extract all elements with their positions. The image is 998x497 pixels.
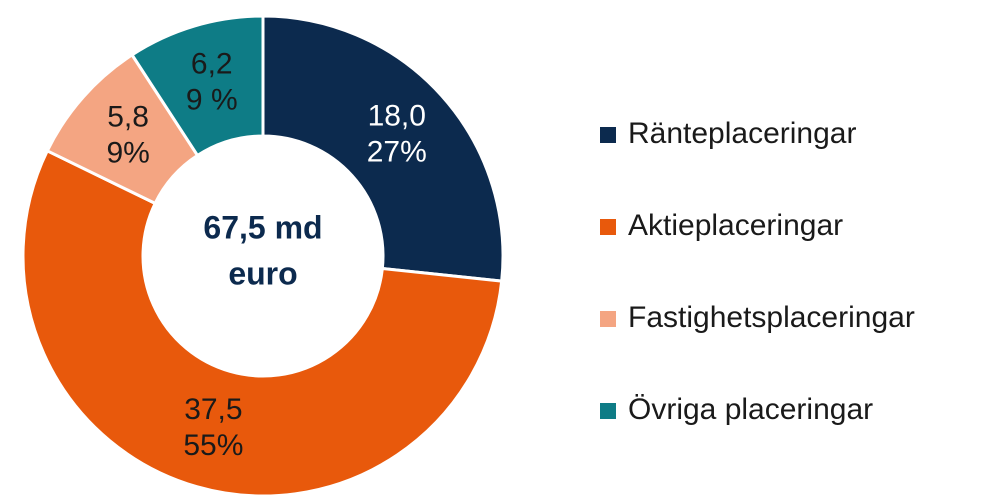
center-label: euro [228,255,297,291]
value-label: 5,8 [107,101,149,134]
legend-label: Övriga placeringar [628,393,873,426]
donut-segment [21,148,504,497]
donut-segment [129,14,265,158]
legend-label: Aktieplaceringar [628,209,843,242]
legend-swatch [600,311,616,327]
percent-label: 9 % [186,83,238,116]
percent-label: 55% [183,429,243,462]
value-label: 6,2 [191,47,233,80]
donut-segment [261,14,505,283]
value-label: 18,0 [368,99,426,132]
legend-swatch [600,219,616,235]
value-label: 37,5 [184,393,242,426]
legend-swatch [600,127,616,143]
legend-label: Ränteplaceringar [628,117,856,150]
legend-label: Fastighetsplaceringar [628,301,915,334]
center-label: 67,5 md [203,209,322,245]
percent-label: 9% [106,137,149,170]
legend-swatch [600,403,616,419]
percent-label: 27% [367,135,427,168]
